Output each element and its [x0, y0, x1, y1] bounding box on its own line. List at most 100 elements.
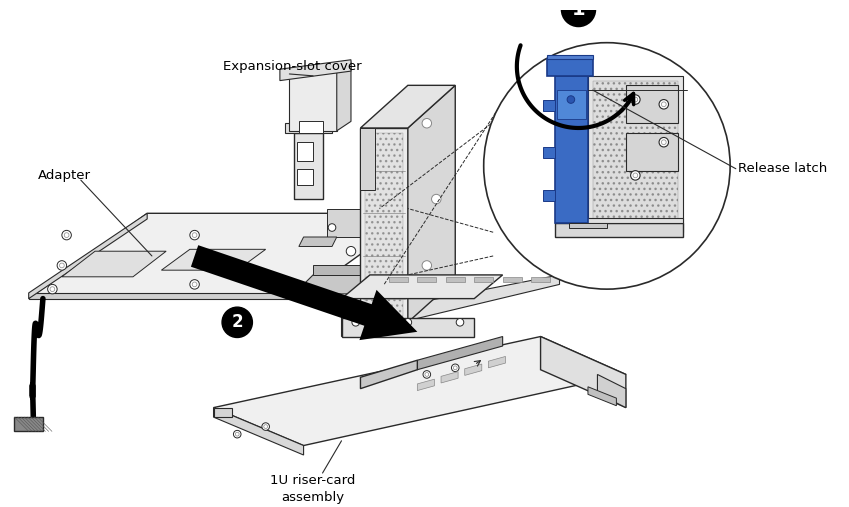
Polygon shape: [297, 169, 313, 185]
Polygon shape: [548, 55, 593, 59]
Polygon shape: [408, 85, 455, 322]
Polygon shape: [554, 218, 683, 223]
Circle shape: [352, 318, 359, 326]
Circle shape: [661, 102, 666, 106]
Polygon shape: [365, 133, 403, 317]
Circle shape: [190, 280, 200, 289]
Polygon shape: [313, 266, 380, 275]
Polygon shape: [548, 59, 593, 76]
Circle shape: [431, 194, 441, 204]
Polygon shape: [588, 76, 683, 232]
Circle shape: [453, 366, 457, 370]
Circle shape: [659, 137, 668, 147]
Circle shape: [65, 233, 69, 237]
Circle shape: [57, 261, 66, 270]
Polygon shape: [214, 408, 304, 455]
Polygon shape: [543, 147, 554, 158]
Polygon shape: [361, 128, 374, 190]
Circle shape: [661, 140, 666, 144]
Circle shape: [329, 224, 336, 231]
Polygon shape: [557, 90, 586, 119]
Polygon shape: [464, 364, 481, 375]
Circle shape: [48, 284, 57, 294]
Polygon shape: [62, 251, 166, 277]
Polygon shape: [299, 121, 323, 133]
Circle shape: [235, 432, 239, 436]
Polygon shape: [541, 337, 626, 408]
Polygon shape: [341, 275, 503, 299]
Polygon shape: [14, 417, 43, 431]
Text: Release latch: Release latch: [738, 162, 827, 175]
Polygon shape: [554, 223, 683, 237]
Polygon shape: [280, 60, 351, 81]
Circle shape: [50, 287, 54, 292]
Polygon shape: [370, 175, 418, 213]
Polygon shape: [531, 277, 550, 281]
Circle shape: [631, 171, 640, 180]
Circle shape: [222, 307, 252, 338]
Polygon shape: [488, 356, 505, 368]
Polygon shape: [389, 277, 408, 281]
Circle shape: [346, 246, 356, 256]
Polygon shape: [361, 85, 455, 128]
Circle shape: [422, 119, 431, 128]
Circle shape: [202, 259, 206, 263]
Circle shape: [59, 263, 65, 268]
Polygon shape: [214, 408, 233, 417]
Polygon shape: [161, 249, 266, 270]
Circle shape: [200, 256, 209, 266]
Polygon shape: [554, 76, 588, 223]
Polygon shape: [290, 71, 337, 131]
Polygon shape: [361, 128, 408, 322]
Text: Expansion-slot cover: Expansion-slot cover: [223, 60, 362, 73]
Polygon shape: [29, 293, 299, 299]
Circle shape: [192, 282, 197, 287]
Polygon shape: [297, 142, 313, 161]
Polygon shape: [294, 275, 389, 294]
Polygon shape: [337, 62, 351, 131]
Polygon shape: [418, 277, 436, 281]
Polygon shape: [626, 85, 678, 123]
Circle shape: [423, 371, 430, 378]
Polygon shape: [418, 379, 435, 390]
Circle shape: [422, 261, 431, 270]
Polygon shape: [503, 277, 521, 281]
Circle shape: [192, 233, 197, 237]
Polygon shape: [29, 213, 147, 299]
Circle shape: [452, 364, 459, 372]
Polygon shape: [543, 99, 554, 111]
Polygon shape: [214, 337, 626, 446]
Circle shape: [561, 0, 595, 26]
Polygon shape: [341, 317, 475, 337]
Polygon shape: [418, 337, 503, 370]
Circle shape: [567, 96, 575, 103]
Text: Adapter: Adapter: [38, 169, 91, 182]
Text: 1U riser-card
assembly: 1U riser-card assembly: [270, 474, 356, 504]
Polygon shape: [299, 237, 337, 246]
Text: 2: 2: [232, 313, 243, 331]
Circle shape: [190, 230, 200, 240]
Circle shape: [633, 173, 638, 178]
Polygon shape: [588, 387, 616, 406]
Polygon shape: [598, 375, 626, 408]
Polygon shape: [569, 223, 607, 228]
Circle shape: [404, 318, 412, 326]
Polygon shape: [361, 360, 418, 389]
Polygon shape: [441, 372, 458, 383]
Polygon shape: [341, 275, 559, 337]
Circle shape: [456, 318, 464, 326]
Circle shape: [631, 95, 640, 104]
Circle shape: [484, 43, 730, 289]
Polygon shape: [626, 133, 678, 171]
Text: 1: 1: [571, 0, 585, 19]
Circle shape: [261, 423, 269, 430]
Circle shape: [264, 425, 267, 428]
Polygon shape: [446, 277, 464, 281]
Circle shape: [424, 373, 429, 376]
Circle shape: [659, 99, 668, 109]
Circle shape: [233, 430, 241, 438]
Polygon shape: [29, 213, 418, 299]
Polygon shape: [284, 123, 332, 133]
Polygon shape: [593, 81, 678, 228]
Polygon shape: [543, 190, 554, 201]
